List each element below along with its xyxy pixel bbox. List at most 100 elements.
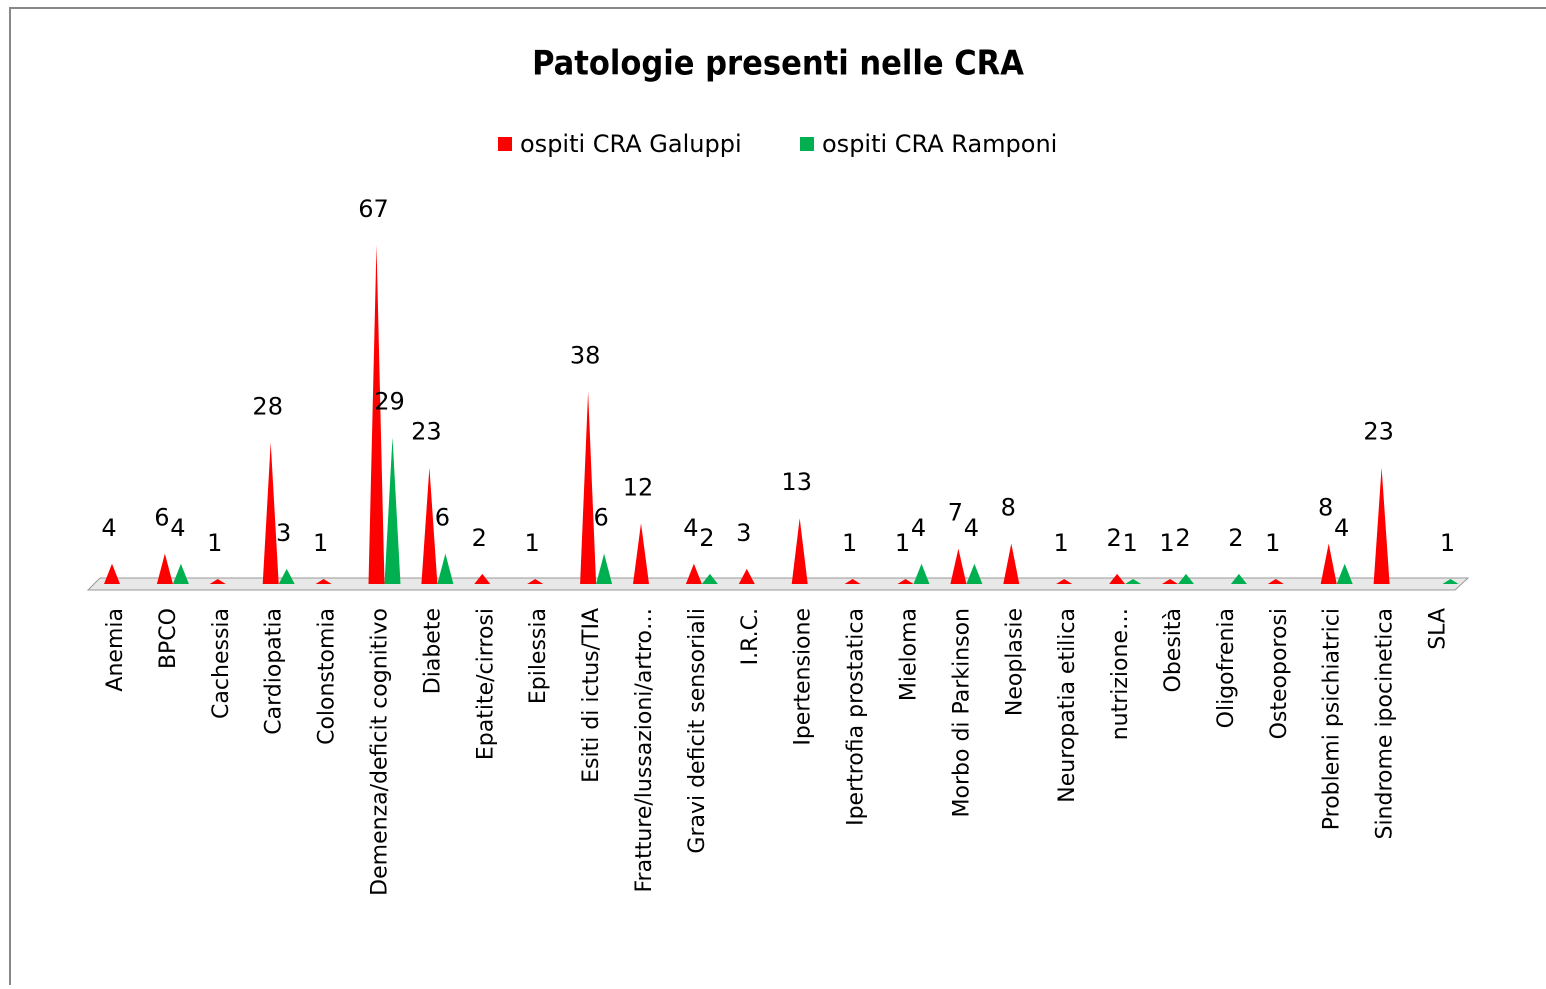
value-label: 8	[1001, 494, 1016, 522]
x-tick-label: Oligofrenia	[1214, 608, 1239, 728]
cone	[596, 553, 613, 584]
x-tick-label: Osteoporosi	[1267, 608, 1292, 739]
value-label: 4	[911, 514, 926, 542]
x-tick-label: Ipertensione	[791, 608, 816, 746]
x-tick-label: BPCO	[156, 608, 181, 669]
x-tick-label: Sindrome ipocinetica	[1373, 608, 1398, 840]
value-label: 2	[1228, 524, 1243, 552]
value-label: 12	[623, 473, 654, 501]
x-tick-label: Ipertrofia prostatica	[844, 608, 869, 826]
chart-title: Patologie presenti nelle CRA	[532, 44, 1024, 84]
cone	[913, 563, 930, 584]
cone	[384, 437, 401, 584]
x-tick-label: Diabete	[420, 608, 445, 694]
cone	[1230, 573, 1247, 584]
cone	[262, 442, 279, 584]
x-tick-label: SLA	[1426, 608, 1451, 650]
value-label: 2	[1106, 524, 1121, 552]
cone	[791, 518, 808, 584]
x-tick-label: Cardiopatia	[262, 608, 287, 735]
value-label: 67	[358, 195, 389, 223]
legend-label: ospiti CRA Galuppi	[520, 130, 742, 158]
value-label: 13	[781, 468, 812, 496]
cone	[685, 563, 702, 584]
cone	[1442, 578, 1459, 584]
cone	[104, 563, 120, 584]
x-tick-label: Demenza/deficit cognitivo	[368, 608, 393, 896]
cone	[1162, 578, 1178, 584]
value-label: 23	[1363, 418, 1394, 446]
value-label: 1	[1265, 529, 1280, 557]
cone	[209, 578, 226, 584]
x-tick-label: Fratture/lussazioni/artro…	[632, 608, 657, 893]
value-label: 4	[101, 514, 116, 542]
value-label: 2	[472, 524, 487, 552]
cone	[368, 245, 385, 584]
cone	[1109, 573, 1126, 584]
cone	[1336, 563, 1353, 584]
value-label: 3	[276, 519, 291, 547]
cone	[1003, 543, 1020, 584]
cone	[897, 578, 914, 584]
x-tick-label: Obesità	[1161, 608, 1186, 693]
value-label: 6	[154, 504, 169, 532]
cone	[437, 553, 454, 584]
value-label: 4	[1334, 514, 1349, 542]
value-label: 2	[1175, 524, 1190, 552]
cone	[156, 553, 173, 584]
cone	[421, 467, 438, 584]
value-label: 1	[895, 529, 910, 557]
cone	[701, 573, 718, 584]
cone	[1320, 543, 1337, 584]
cone	[1056, 578, 1073, 584]
legend-swatch	[800, 137, 814, 151]
value-label: 8	[1318, 494, 1333, 522]
x-tick-label: Problemi psichiatrici	[1320, 608, 1345, 830]
value-label: 29	[374, 387, 405, 415]
value-label: 4	[170, 514, 185, 542]
value-label: 23	[411, 418, 442, 446]
x-tick-label: Mieloma	[897, 608, 922, 701]
x-tick-label: Epilessia	[526, 608, 551, 704]
x-tick-label: Epatite/cirrosi	[473, 608, 498, 760]
cone	[1267, 578, 1284, 584]
value-label: 1	[1440, 529, 1455, 557]
chart-frame	[9, 7, 1546, 989]
x-tick-label: Neuropatia etilica	[1055, 608, 1080, 803]
cone	[844, 578, 861, 584]
legend-swatch	[498, 137, 512, 151]
x-tick-label: Gravi deficit sensoriali	[685, 608, 710, 854]
cone	[633, 523, 649, 584]
cone	[527, 578, 544, 584]
value-label: 1	[842, 529, 857, 557]
x-tick-label: Colonstomia	[315, 608, 340, 745]
cone	[1178, 573, 1194, 584]
cone	[172, 563, 189, 584]
cone	[738, 568, 755, 584]
x-tick-label: Morbo di Parkinson	[949, 608, 974, 817]
x-tick-label: Neoplasie	[1002, 608, 1027, 716]
floor	[86, 577, 1470, 591]
value-label: 1	[1122, 529, 1137, 557]
cone	[966, 563, 983, 584]
value-label: 1	[525, 529, 540, 557]
value-label: 3	[736, 519, 751, 547]
value-label: 1	[207, 529, 222, 557]
cone	[580, 391, 597, 584]
value-label: 4	[964, 514, 979, 542]
value-label: 1	[313, 529, 328, 557]
x-tick-label: nutrizione…	[1108, 608, 1133, 740]
value-label: 28	[252, 392, 283, 420]
x-tick-label: Esiti di ictus/TIA	[579, 608, 604, 783]
x-tick-label: Anemia	[103, 608, 128, 692]
x-tick-label: I.R.C.	[738, 608, 763, 665]
value-label: 1	[1159, 529, 1174, 557]
value-label: 4	[683, 514, 698, 542]
cone	[1373, 467, 1390, 584]
value-label: 6	[435, 504, 450, 532]
value-label: 7	[948, 499, 963, 527]
value-label: 6	[593, 504, 608, 532]
x-tick-label: Cachessia	[209, 608, 234, 719]
cone	[278, 568, 295, 584]
